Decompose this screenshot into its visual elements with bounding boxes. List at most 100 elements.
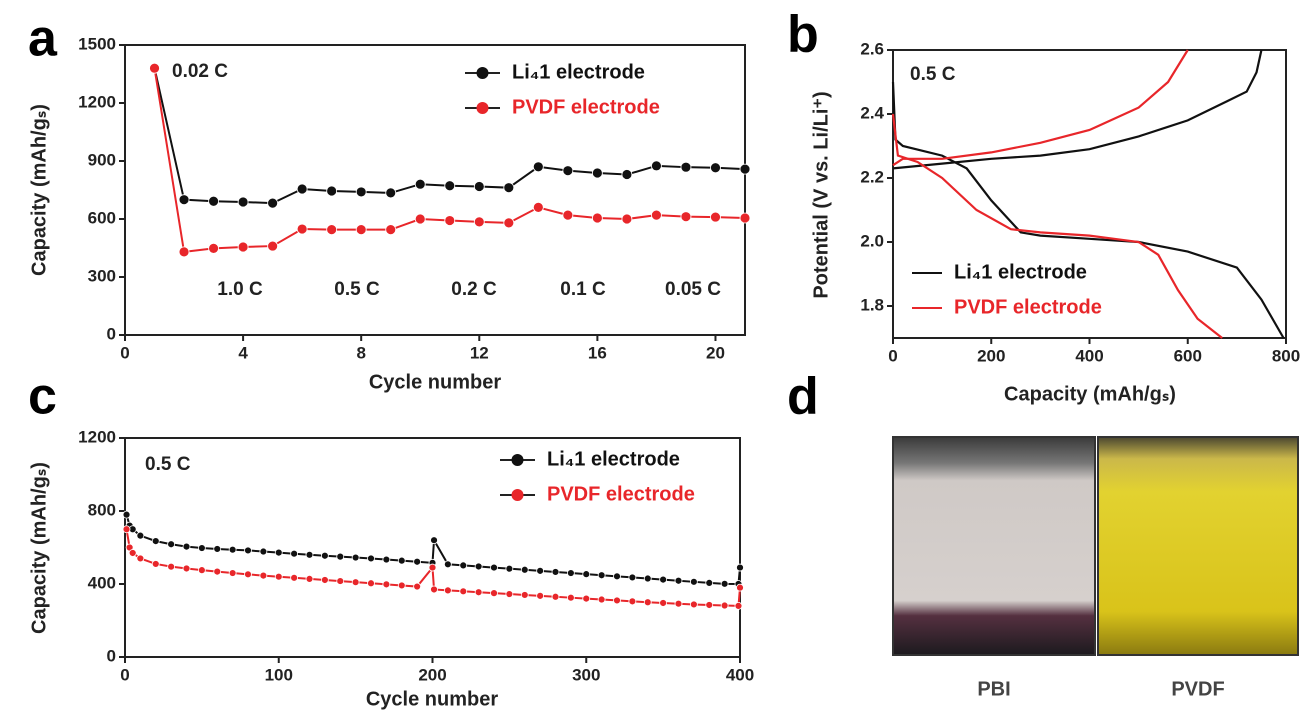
data-point (537, 567, 544, 574)
legend-marker (477, 67, 489, 79)
data-point (214, 545, 221, 552)
data-point (183, 565, 190, 572)
data-point (337, 578, 344, 585)
data-point (321, 552, 328, 559)
data-point (321, 576, 328, 583)
legend-label: Li₄1 electrode (954, 261, 1087, 283)
data-point (327, 225, 337, 235)
data-point (475, 589, 482, 596)
data-point (123, 526, 130, 533)
data-point (414, 558, 421, 565)
y-tick-label: 2.6 (860, 39, 884, 58)
data-point (563, 166, 573, 176)
data-point (179, 195, 189, 205)
data-point (651, 210, 661, 220)
panel-letter: b (787, 6, 819, 64)
data-point (260, 548, 267, 555)
y-tick-label: 400 (88, 573, 116, 592)
legend-label: PVDF electrode (512, 96, 660, 118)
data-point (690, 578, 697, 585)
x-tick-label: 200 (977, 346, 1005, 365)
y-tick-label: 0 (107, 646, 116, 665)
x-tick-label: 0 (120, 665, 129, 684)
data-point (297, 224, 307, 234)
annotation: 0.5 C (334, 279, 380, 300)
data-point (675, 600, 682, 607)
annotation: 0.05 C (665, 279, 721, 300)
data-point (681, 162, 691, 172)
data-point (537, 592, 544, 599)
data-point (245, 547, 252, 554)
y-tick-label: 1.8 (860, 295, 884, 314)
data-point (352, 579, 359, 586)
data-point (533, 202, 543, 212)
data-point (598, 572, 605, 579)
x-axis-title: Cycle number (369, 371, 501, 393)
data-point (706, 579, 713, 586)
panel-letter: a (28, 10, 58, 68)
data-point (245, 571, 252, 578)
data-point (291, 550, 298, 557)
x-axis-title: Cycle number (366, 688, 498, 710)
data-point (183, 543, 190, 550)
data-point (491, 590, 498, 597)
data-point (368, 555, 375, 562)
data-point (383, 556, 390, 563)
data-point (740, 213, 750, 223)
data-point (533, 162, 543, 172)
legend-marker (512, 489, 524, 501)
data-point (598, 596, 605, 603)
data-point (660, 576, 667, 583)
x-tick-label: 400 (726, 665, 754, 684)
data-point (735, 602, 742, 609)
data-point (563, 210, 573, 220)
data-point (168, 563, 175, 570)
data-point (583, 595, 590, 602)
data-point (504, 218, 514, 228)
data-point (445, 216, 455, 226)
legend-label: Li₄1 electrode (547, 448, 680, 470)
x-tick-label: 800 (1272, 346, 1300, 365)
data-point (214, 568, 221, 575)
y-tick-label: 600 (88, 208, 116, 227)
annotation: 0.5 C (910, 64, 956, 85)
y-axis-title: Potential (V vs. Li/Li⁺) (810, 91, 832, 298)
plot-frame (893, 50, 1286, 338)
photo-pbi (893, 437, 1095, 655)
data-point (445, 181, 455, 191)
data-point (431, 586, 438, 593)
data-point (179, 247, 189, 257)
data-point (675, 577, 682, 584)
data-point (690, 601, 697, 608)
panel-letter: d (787, 368, 819, 426)
data-point (415, 214, 425, 224)
x-tick-label: 600 (1174, 346, 1202, 365)
data-point (198, 567, 205, 574)
y-tick-label: 1200 (78, 427, 116, 446)
data-point (383, 581, 390, 588)
legend-label: PVDF electrode (954, 296, 1102, 318)
data-point (475, 563, 482, 570)
x-tick-label: 0 (888, 346, 897, 365)
data-point (268, 241, 278, 251)
data-point (444, 561, 451, 568)
data-point (150, 63, 160, 73)
data-point (137, 532, 144, 539)
data-point (614, 573, 621, 580)
data-point (651, 161, 661, 171)
legend-marker (512, 454, 524, 466)
data-point (660, 599, 667, 606)
x-tick-label: 4 (238, 343, 248, 362)
data-point (521, 591, 528, 598)
y-tick-label: 1200 (78, 92, 116, 111)
x-tick-label: 8 (356, 343, 365, 362)
x-tick-label: 300 (572, 665, 600, 684)
data-point (152, 560, 159, 567)
data-point (306, 551, 313, 558)
data-point (275, 573, 282, 580)
data-point (429, 564, 436, 571)
data-point (737, 564, 744, 571)
data-point (306, 575, 313, 582)
photo-pvdf (1098, 437, 1298, 655)
data-point (552, 568, 559, 575)
